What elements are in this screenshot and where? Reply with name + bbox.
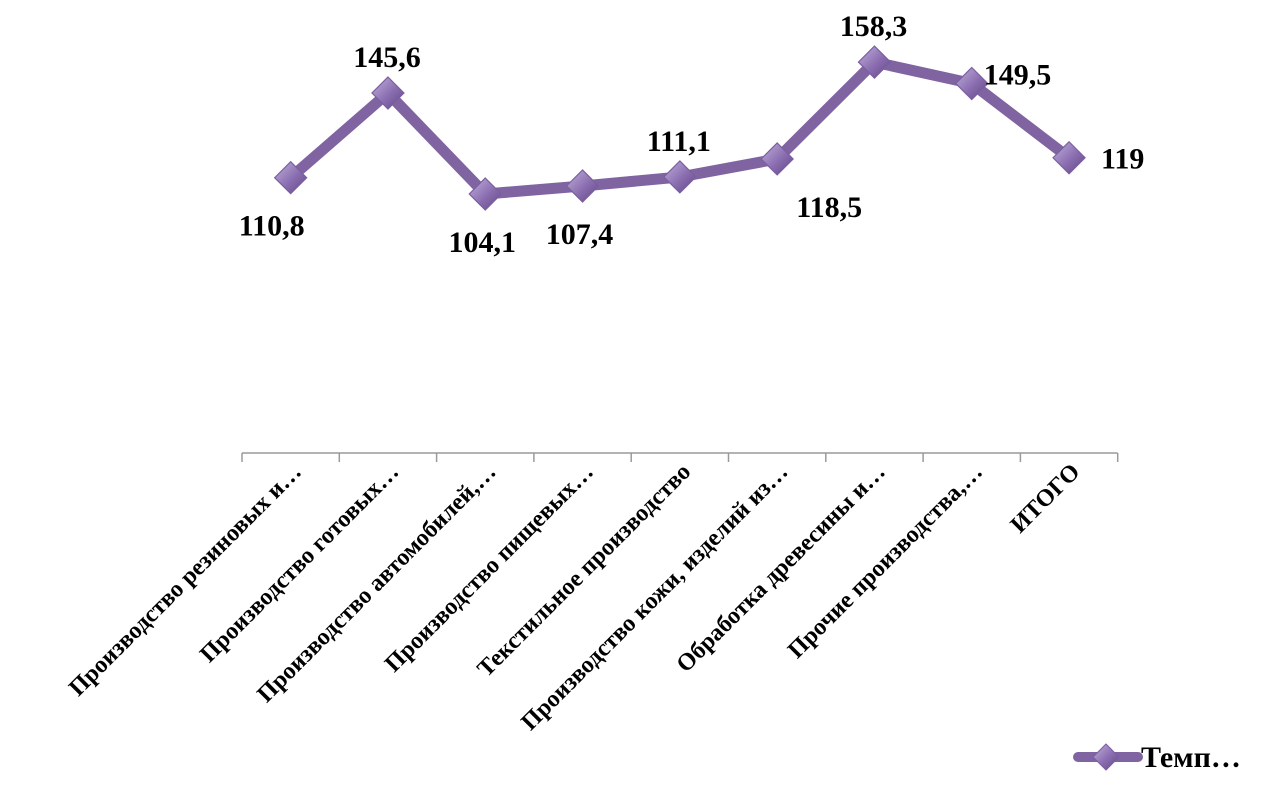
data-label: 158,3 xyxy=(840,10,908,43)
category-label: Производство пищевых… xyxy=(380,459,599,678)
category-label: Производство готовых… xyxy=(195,459,404,668)
data-label: 107,4 xyxy=(546,218,614,251)
legend-marker xyxy=(1092,743,1120,771)
data-point-marker xyxy=(371,76,405,110)
data-label: 110,8 xyxy=(239,210,305,243)
category-label: ИТОГО xyxy=(1006,459,1085,538)
legend: Темп… xyxy=(1073,741,1241,774)
data-label: 118,5 xyxy=(796,191,862,224)
data-point-marker xyxy=(954,66,989,101)
data-point-marker xyxy=(273,160,308,195)
data-point-marker xyxy=(565,169,600,203)
data-label: 145,6 xyxy=(353,41,421,74)
x-axis xyxy=(241,452,1119,462)
category-labels: Производство резиновых и…Производство го… xyxy=(64,459,1085,736)
legend-label: Темп… xyxy=(1141,741,1241,774)
data-label: 119 xyxy=(1101,143,1144,176)
category-label: Прочие производства,… xyxy=(783,459,988,664)
data-point-marker xyxy=(1052,140,1086,175)
data-labels: 110,8 145,6 104,1 107,4 111,1 118,5 158,3 149,5… xyxy=(239,10,1145,259)
data-label: 149,5 xyxy=(984,59,1052,92)
data-label: 111,1 xyxy=(647,125,711,158)
data-label: 104,1 xyxy=(449,226,517,259)
data-point-marker xyxy=(663,160,697,194)
data-point-marker xyxy=(760,142,794,176)
data-point-marker xyxy=(857,45,892,79)
category-label: Обработка древесины и… xyxy=(672,459,891,678)
data-point-marker xyxy=(468,177,503,211)
series-temp xyxy=(273,45,1086,211)
